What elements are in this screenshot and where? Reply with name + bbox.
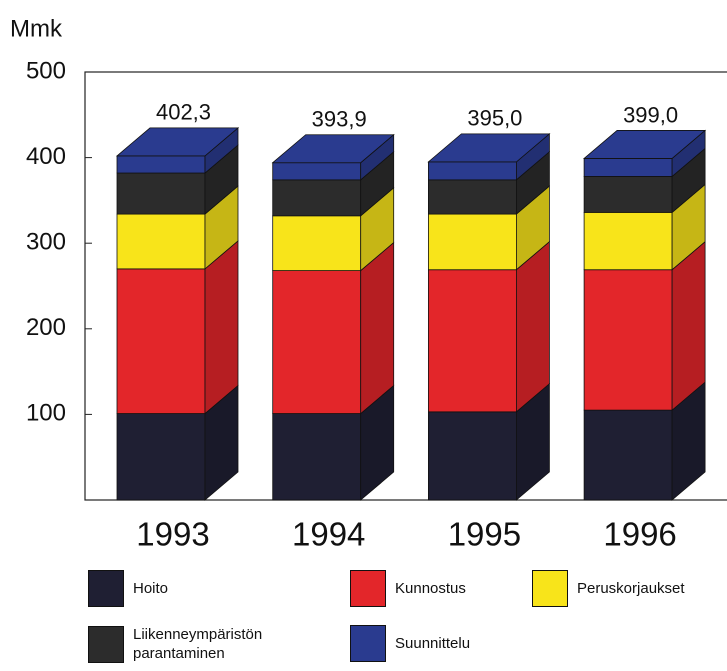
bar-top (115, 127, 240, 157)
bar-segment (583, 409, 673, 501)
legend-item: Hoito (88, 570, 303, 607)
legend-item: Suunnittelu (350, 625, 565, 662)
total-label: 399,0 (623, 102, 678, 127)
bar-top (427, 133, 551, 163)
bar-segment (116, 213, 206, 270)
bar-segment (116, 268, 206, 414)
y-tick-label: 500 (26, 57, 66, 84)
bar-segment (583, 176, 673, 213)
total-label: 402,3 (156, 100, 211, 125)
legend-label: Hoito (133, 580, 169, 597)
legend-swatch (88, 570, 124, 607)
bar-segment (272, 179, 362, 217)
y-tick-label: 300 (26, 229, 66, 256)
total-label: 393,9 (312, 107, 367, 132)
legend-swatch (350, 625, 386, 662)
bar-segment (427, 411, 517, 501)
y-tick-label: 200 (26, 314, 66, 341)
bar-top (271, 134, 395, 164)
x-tick-label: 1993 (136, 516, 209, 553)
legend-swatch (532, 570, 568, 607)
y-tick-label: 400 (26, 143, 66, 170)
x-tick-label: 1994 (292, 516, 365, 553)
legend-label: Suunnittelu (395, 635, 471, 652)
bar-side (516, 240, 550, 413)
bar-segment (272, 270, 362, 414)
legend-label: Liikenneympäristön parantaminen (133, 626, 263, 662)
bar-segment (116, 413, 206, 501)
bar-side (360, 241, 395, 415)
bar-segment (427, 213, 517, 271)
legend-swatch (350, 570, 386, 607)
y-tick-label: 100 (26, 400, 66, 427)
legend-label: Peruskorjaukset (577, 580, 685, 597)
legend-swatch (88, 625, 124, 663)
bar-side (204, 240, 239, 415)
bar-segment (583, 269, 673, 411)
bar-segment (272, 162, 362, 181)
bar-segment (427, 179, 517, 215)
bar-top (583, 130, 707, 159)
bar-segment (427, 161, 517, 181)
legend-label: Kunnostus (395, 580, 466, 597)
legend-item: Kunnostus (350, 570, 565, 607)
bar-segment (116, 155, 206, 174)
plot-frame (84, 71, 727, 501)
bar-segment (272, 215, 362, 271)
bar-segment (272, 413, 362, 501)
bar-segment (116, 172, 206, 215)
bar-segment (427, 269, 517, 413)
bar-segment (583, 211, 673, 271)
bar-side (671, 240, 706, 411)
total-label: 395,0 (467, 106, 522, 131)
y-axis-label: Mmk (10, 15, 63, 42)
x-tick-label: 1995 (448, 516, 521, 553)
legend-item: Liikenneympäristön parantaminen (88, 625, 283, 663)
bar-segment (583, 158, 673, 177)
x-tick-label: 1996 (603, 516, 676, 553)
legend-item: Peruskorjaukset (532, 570, 727, 607)
